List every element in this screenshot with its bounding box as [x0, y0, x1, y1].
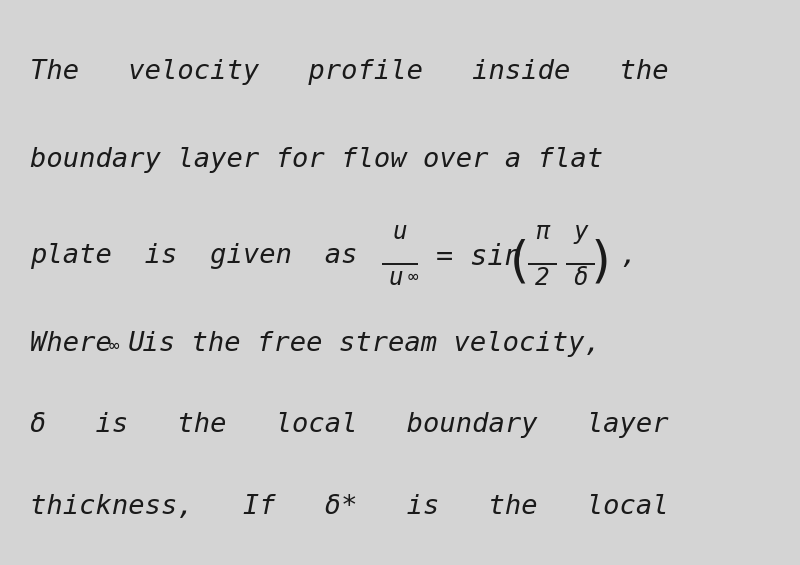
Text: δ: δ	[574, 266, 588, 289]
Text: δ   is   the   local   boundary   layer: δ is the local boundary layer	[30, 412, 669, 438]
Text: thickness,   If   δ*   is   the   local: thickness, If δ* is the local	[30, 494, 669, 520]
Text: ∞: ∞	[407, 268, 418, 286]
Text: u: u	[389, 266, 403, 289]
Text: Where U: Where U	[30, 331, 145, 357]
Text: (: (	[503, 238, 534, 286]
Text: = sin: = sin	[436, 243, 522, 271]
Text: plate  is  given  as: plate is given as	[30, 243, 390, 269]
Text: ): )	[586, 238, 617, 286]
Text: ,: ,	[620, 243, 636, 269]
Text: 2: 2	[535, 266, 550, 289]
Text: π: π	[535, 220, 550, 244]
Text: is the free stream velocity,: is the free stream velocity,	[126, 331, 601, 357]
Text: ∞: ∞	[109, 337, 119, 355]
Text: u: u	[393, 220, 407, 244]
Text: boundary layer for flow over a flat: boundary layer for flow over a flat	[30, 147, 603, 173]
Text: The   velocity   profile   inside   the: The velocity profile inside the	[30, 59, 669, 85]
Text: y: y	[574, 220, 588, 244]
